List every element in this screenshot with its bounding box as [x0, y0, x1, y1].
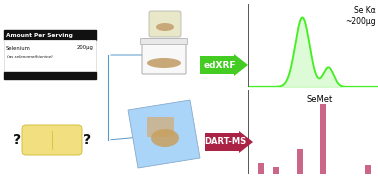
- Text: ?: ?: [83, 133, 91, 147]
- Bar: [4, 40, 96, 72]
- Text: Selenium: Selenium: [6, 45, 31, 50]
- Bar: [365, 165, 370, 174]
- Text: Se Kα
~200μg: Se Kα ~200μg: [345, 6, 375, 26]
- Text: ?: ?: [13, 133, 21, 147]
- Text: DART-MS: DART-MS: [204, 137, 246, 146]
- Text: Amount Per Serving: Amount Per Serving: [6, 33, 73, 38]
- Text: (as selenomethionine): (as selenomethionine): [7, 55, 53, 59]
- Ellipse shape: [147, 58, 181, 68]
- Ellipse shape: [151, 129, 179, 147]
- FancyBboxPatch shape: [149, 11, 181, 37]
- Bar: [4, 40, 96, 72]
- Bar: [297, 149, 303, 174]
- Ellipse shape: [156, 23, 174, 31]
- Text: 200μg: 200μg: [77, 45, 94, 50]
- Bar: [4, 30, 96, 40]
- Text: SeMet: SeMet: [306, 95, 332, 104]
- Bar: [320, 104, 326, 174]
- Bar: [258, 163, 263, 174]
- Bar: [4, 72, 96, 79]
- FancyArrow shape: [200, 54, 248, 76]
- Polygon shape: [128, 100, 200, 168]
- FancyArrow shape: [205, 131, 253, 153]
- FancyBboxPatch shape: [22, 125, 82, 155]
- FancyBboxPatch shape: [141, 38, 187, 45]
- Text: edXRF: edXRF: [204, 61, 236, 69]
- FancyBboxPatch shape: [147, 117, 174, 137]
- Bar: [273, 167, 279, 174]
- FancyBboxPatch shape: [142, 39, 186, 74]
